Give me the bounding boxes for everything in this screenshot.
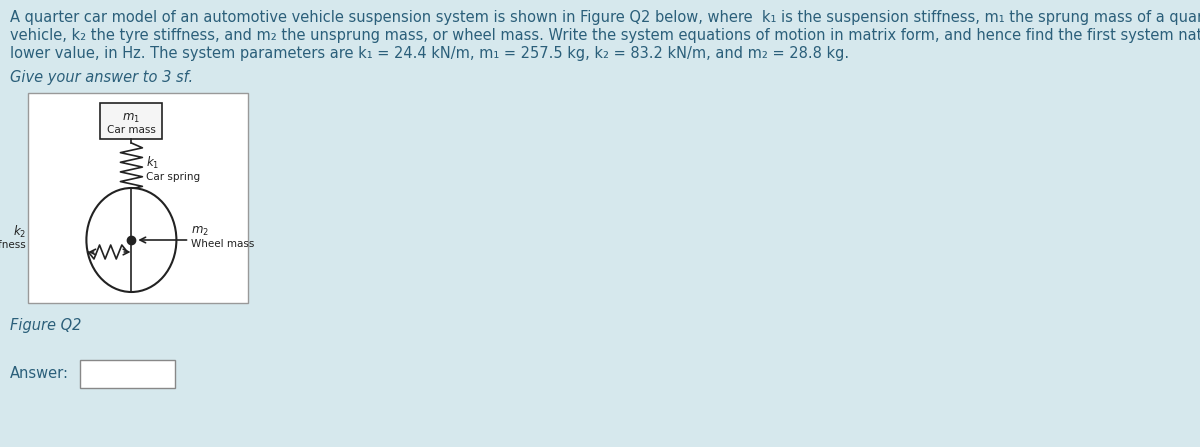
Text: Give your answer to 3 sf.: Give your answer to 3 sf. [10, 70, 193, 85]
Text: Car mass: Car mass [107, 125, 156, 135]
Bar [28, 93, 248, 303]
Ellipse shape [86, 188, 176, 292]
Text: A quarter car model of an automotive vehicle suspension system is shown in Figur: A quarter car model of an automotive veh… [10, 10, 1200, 25]
Bar [80, 360, 175, 388]
Text: $k_2$: $k_2$ [13, 224, 26, 240]
Text: lower value, in Hz. The system parameters are k₁ = 24.4 kN/m, m₁ = 257.5 kg, k₂ : lower value, in Hz. The system parameter… [10, 46, 850, 61]
Text: Car spring: Car spring [146, 172, 200, 181]
Text: Answer:: Answer: [10, 367, 70, 381]
Text: $m_2$: $m_2$ [192, 224, 209, 237]
Text: Tire stiffness: Tire stiffness [0, 240, 26, 250]
Text: Wheel mass: Wheel mass [192, 239, 254, 249]
Text: Figure Q2: Figure Q2 [10, 318, 82, 333]
Text: vehicle, k₂ the tyre stiffness, and m₂ the unsprung mass, or wheel mass. Write t: vehicle, k₂ the tyre stiffness, and m₂ t… [10, 28, 1200, 43]
Text: $m_1$: $m_1$ [122, 112, 140, 125]
Text: $k_1$: $k_1$ [146, 155, 160, 171]
Bar [101, 103, 162, 139]
